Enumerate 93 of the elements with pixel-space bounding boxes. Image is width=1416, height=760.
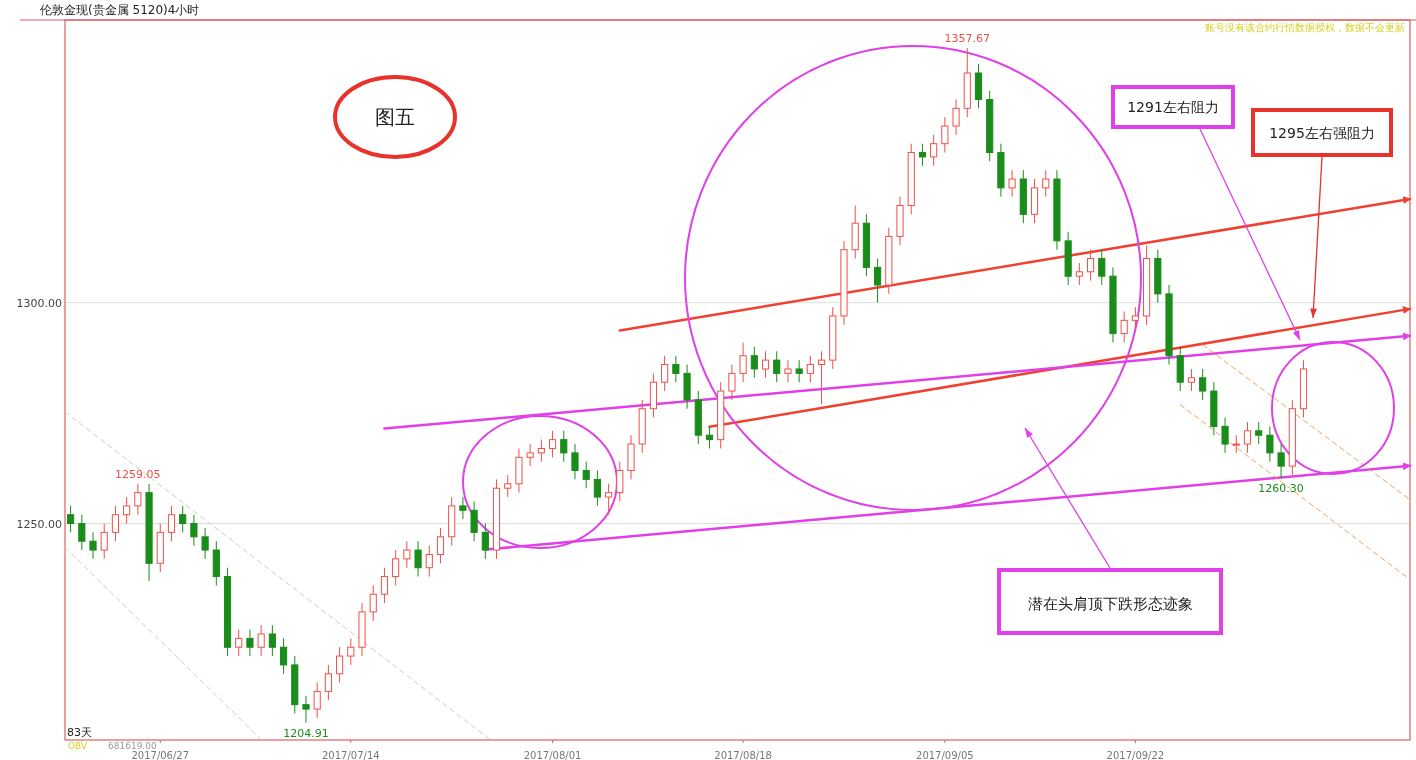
y-tick-label: 1300.00 bbox=[16, 296, 62, 310]
annotation: 图五 bbox=[375, 105, 415, 129]
candlestick bbox=[100, 523, 108, 560]
annotation: 1291左右阻力 bbox=[1127, 99, 1219, 115]
x-tick-label: 2017/06/27 bbox=[131, 750, 190, 760]
candlestick bbox=[571, 443, 579, 480]
candlestick bbox=[235, 629, 243, 657]
candlestick bbox=[257, 624, 265, 657]
text: 681619.00 bbox=[108, 741, 157, 751]
candlestick bbox=[1075, 262, 1083, 286]
candlestick bbox=[1221, 417, 1229, 454]
candlestick bbox=[616, 461, 624, 502]
candlestick bbox=[1266, 425, 1274, 463]
candlestick bbox=[179, 505, 187, 533]
candlestick bbox=[750, 346, 758, 379]
candlestick bbox=[874, 258, 882, 304]
annotation: 1260.30 bbox=[1258, 482, 1304, 496]
candlestick bbox=[784, 359, 792, 383]
candlestick bbox=[537, 439, 545, 463]
candlestick bbox=[918, 143, 927, 167]
candlestick bbox=[123, 496, 131, 525]
candlestick bbox=[436, 527, 445, 564]
candlestick bbox=[425, 545, 433, 578]
candlestick bbox=[324, 664, 332, 701]
x-tick-label: 2017/08/01 bbox=[523, 750, 582, 760]
candlestick bbox=[605, 483, 613, 516]
candlestick bbox=[380, 567, 389, 604]
candlestick bbox=[1255, 421, 1263, 445]
candlestick bbox=[806, 355, 814, 383]
candlestick bbox=[67, 505, 75, 533]
candlestick bbox=[246, 629, 254, 657]
candlestick bbox=[739, 341, 747, 383]
candlestick bbox=[705, 425, 714, 449]
candlestick bbox=[1120, 311, 1128, 343]
x-tick-label: 2017/08/18 bbox=[714, 750, 772, 760]
candlestick bbox=[560, 430, 568, 463]
candlestick bbox=[459, 496, 467, 520]
candlestick bbox=[302, 695, 310, 724]
candlestick bbox=[268, 624, 276, 657]
candlestick bbox=[279, 637, 288, 675]
candlestick bbox=[1098, 249, 1106, 286]
candlestick bbox=[190, 514, 198, 547]
candlestick bbox=[89, 531, 97, 560]
candlestick bbox=[930, 134, 938, 167]
candlestick bbox=[526, 443, 534, 467]
candlestick bbox=[504, 474, 512, 498]
candlestick bbox=[347, 637, 355, 666]
y-tick-label: 1250.00 bbox=[16, 517, 62, 531]
candlestick bbox=[1187, 368, 1196, 392]
x-tick-label: 2017/07/14 bbox=[321, 750, 380, 760]
candlestick bbox=[661, 355, 669, 392]
text: OBV bbox=[68, 741, 88, 751]
candlestick bbox=[481, 523, 489, 560]
candlestick bbox=[369, 584, 377, 622]
annotation: 账号没有该合约行情数据授权，数据不会更新 bbox=[1205, 22, 1405, 33]
candlestick bbox=[1086, 249, 1095, 282]
annotation: 1204.91 bbox=[283, 726, 329, 740]
candlestick bbox=[470, 500, 478, 542]
candlestick bbox=[392, 549, 400, 586]
candlestick bbox=[593, 470, 601, 507]
candlestick bbox=[1008, 169, 1016, 198]
candlestick bbox=[313, 682, 321, 719]
candlestick bbox=[111, 505, 120, 542]
candlestick bbox=[817, 350, 826, 405]
x-tick-label: 2017/09/22 bbox=[1106, 750, 1165, 760]
annotation: 83天 bbox=[67, 726, 92, 739]
candlestick bbox=[672, 355, 680, 383]
candlestick bbox=[1131, 306, 1139, 330]
candlestick bbox=[1243, 421, 1252, 454]
candlestick bbox=[582, 461, 590, 489]
annotation: 1295左右强阻力 bbox=[1269, 125, 1375, 141]
candlestick bbox=[1042, 169, 1050, 198]
annotation: 潜在头肩顶下跌形态迹象 bbox=[1027, 595, 1193, 613]
candlestick bbox=[1277, 443, 1285, 479]
candlestick bbox=[403, 540, 411, 569]
x-tick-label: 2017/09/05 bbox=[916, 750, 974, 760]
candlestick bbox=[941, 116, 949, 154]
candlestick bbox=[167, 505, 176, 542]
candlestick bbox=[773, 350, 781, 383]
annotation: 1259.05 bbox=[115, 467, 161, 481]
candlestick bbox=[952, 99, 960, 136]
candlestick bbox=[336, 646, 344, 684]
candlestick bbox=[761, 350, 770, 379]
candlestick bbox=[78, 514, 86, 551]
candlestick bbox=[414, 540, 422, 578]
candlestick bbox=[728, 364, 736, 401]
candlestick bbox=[548, 430, 557, 458]
candlestick bbox=[795, 359, 803, 383]
chart-title: 伦敦金现(贵金属 5120)4小时 bbox=[40, 3, 200, 17]
candlestick bbox=[134, 483, 142, 516]
annotation: 1357.67 bbox=[944, 31, 991, 45]
candlestick bbox=[201, 527, 209, 560]
candlestick bbox=[1199, 368, 1207, 401]
